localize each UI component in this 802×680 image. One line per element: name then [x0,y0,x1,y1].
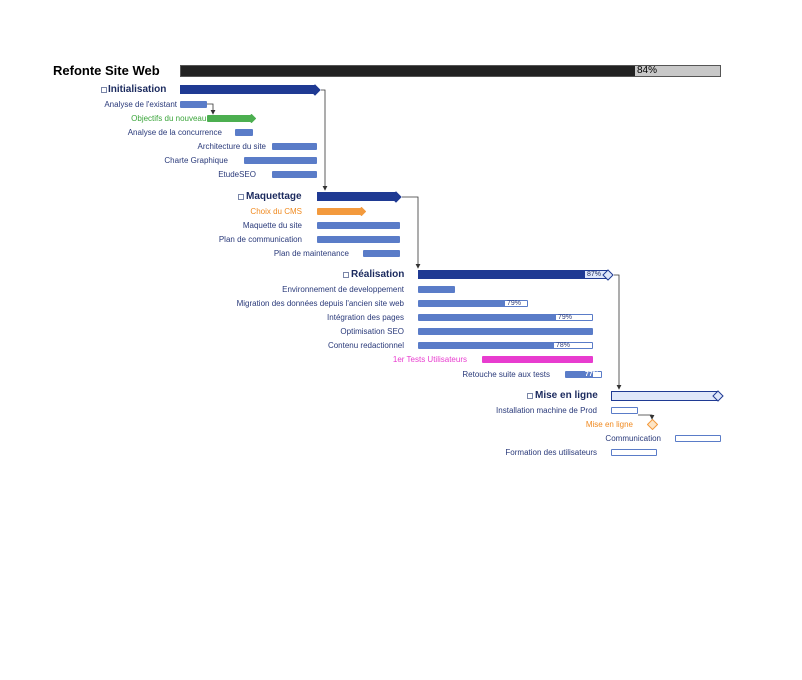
task-label: Communication [605,434,661,443]
dependency-arrow [207,103,216,115]
task-label: EtudeSEO [218,170,256,179]
milestone-diamond-icon [390,191,402,203]
task-label: Migration des données depuis l'ancien si… [236,299,404,308]
task-label: Plan de maintenance [273,249,349,258]
task-bar[interactable]: 79% [418,314,593,321]
task-progress-label: 77% [585,371,600,378]
dependency-arrow [614,274,622,390]
task-bar[interactable] [482,356,593,363]
task-label: Installation machine de Prod [496,406,597,415]
task-label: Objectifs du nouveau site [131,114,221,123]
phase-label-mise-en-ligne: Mise en ligne [535,390,598,401]
task-label: Choix du CMS [250,207,302,216]
collapse-icon[interactable] [238,194,244,200]
task-bar[interactable] [317,222,400,229]
dependency-arrow [638,414,655,420]
task-progress-label: 79% [558,314,573,321]
task-bar[interactable] [272,143,317,150]
task-bar[interactable] [611,449,657,456]
task-label: Analyse de la concurrence [127,128,222,137]
phase-bar-initialisation[interactable] [180,85,315,94]
phase-progress-label: 87% [587,271,602,278]
milestone-diamond-icon[interactable] [647,419,658,430]
task-label: Intégration des pages [327,313,404,322]
task-bar[interactable] [611,407,638,414]
collapse-icon[interactable] [101,87,107,93]
task-bar[interactable] [272,171,317,178]
task-label: Maquette du site [242,221,302,230]
task-progress-fill [419,301,505,306]
task-label: Contenu redactionnel [327,341,404,350]
dependency-arrow [402,196,421,269]
task-bar[interactable] [244,157,317,164]
collapse-icon[interactable] [343,272,349,278]
task-progress-fill [419,315,556,320]
task-bar[interactable] [180,101,207,108]
milestone-diamond-icon [602,269,614,281]
task-label: Environnement de developpement [282,285,404,294]
task-label: Charte Graphique [164,156,228,165]
milestone-diamond-icon [309,84,321,96]
task-label: Architecture du site [197,142,266,151]
task-label: Plan de communication [218,235,302,244]
milestone-diamond-icon [712,390,724,402]
task-progress-fill [419,343,554,348]
project-title: Refonte Site Web [53,63,160,78]
project-progress-bar[interactable]: 84% [180,65,721,77]
milestone-diamond-icon [247,114,256,123]
task-bar[interactable] [418,328,593,335]
project-progress-fill [181,66,635,76]
task-bar[interactable]: 77% [565,371,602,378]
task-bar[interactable] [207,115,252,122]
task-label: Mise en ligne [585,420,633,429]
task-progress-label: 78% [556,342,571,349]
phase-label-realisation: Réalisation [351,269,405,280]
task-bar[interactable]: 79% [418,300,528,307]
task-label: Formation des utilisateurs [505,448,597,457]
task-bar[interactable]: 78% [418,342,593,349]
task-bar[interactable] [418,286,455,293]
milestone-diamond-icon [357,207,366,216]
task-bar[interactable] [317,236,400,243]
phase-label-initialisation: Initialisation [108,84,167,95]
phase-label-maquettage: Maquettage [246,191,302,202]
task-bar[interactable] [235,129,253,136]
task-label: Retouche suite aux tests [462,370,550,379]
project-progress-label: 84% [637,65,658,76]
collapse-icon[interactable] [527,393,533,399]
phase-progress-fill [419,271,585,278]
task-progress-label: 79% [507,300,522,307]
task-label: Analyse de l'existant [104,100,177,109]
task-bar[interactable] [363,250,400,257]
task-bar[interactable] [675,435,721,442]
task-bar[interactable] [317,208,362,215]
task-label: 1er Tests Utilisateurs [392,355,467,364]
phase-bar-maquettage[interactable] [317,192,396,201]
task-label: Optimisation SEO [340,327,404,336]
dependency-arrow [321,89,328,191]
task-progress-fill [566,372,593,377]
